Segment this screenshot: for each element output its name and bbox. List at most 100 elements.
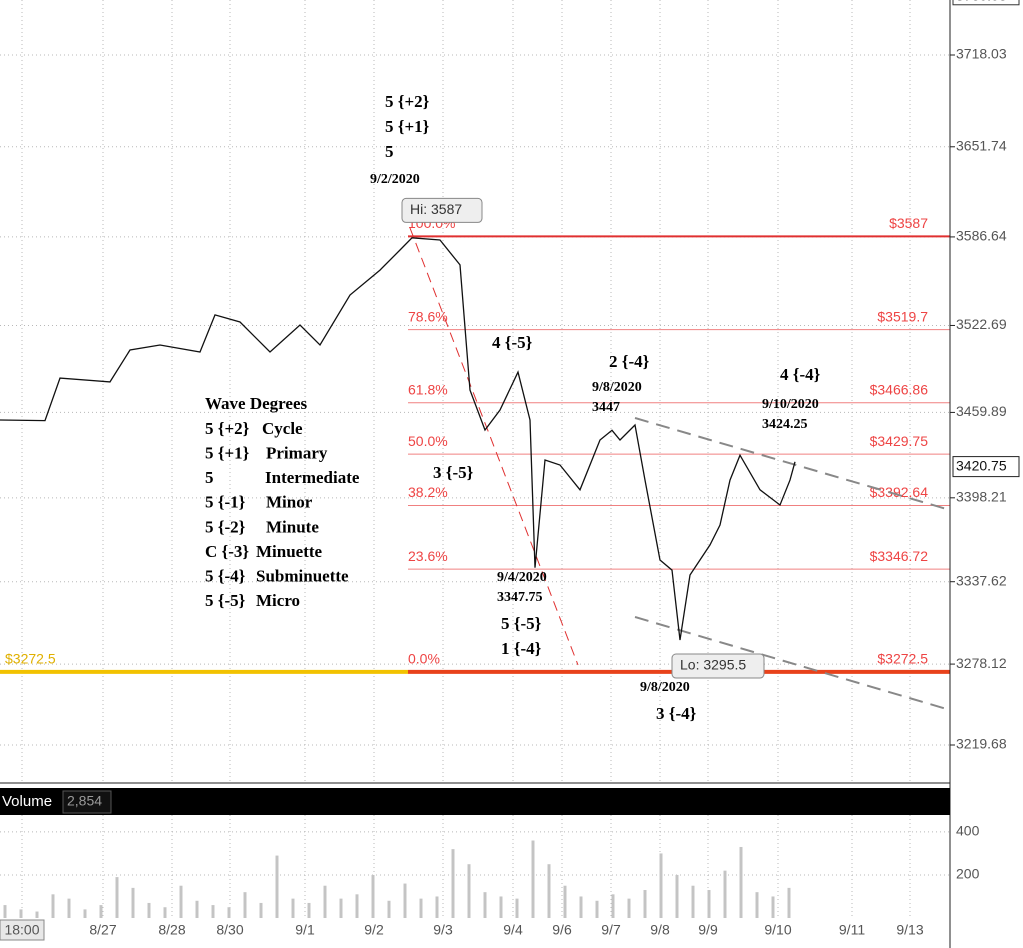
volume-bar: [195, 900, 199, 918]
wave-degrees-title: Wave Degrees: [205, 394, 308, 413]
volume-bar: [243, 892, 247, 918]
volume-bar: [707, 890, 711, 918]
volume-bar: [691, 885, 695, 918]
volume-bar: [355, 894, 359, 918]
x-tick-label: 8/27: [89, 922, 116, 938]
volume-bar: [147, 902, 151, 918]
volume-bar: [771, 896, 775, 918]
volume-bar: [115, 877, 119, 918]
fib-price: $3587: [889, 215, 928, 231]
wave-code: 5 {-4}: [205, 567, 246, 586]
volume-bar: [787, 887, 791, 918]
x-tick-label: 9/11: [839, 922, 865, 938]
volume-bar: [499, 896, 503, 918]
volume-bar: [387, 900, 391, 918]
fib-percent: 23.6%: [408, 548, 448, 564]
wave-name: Minuette: [256, 542, 323, 561]
annotation: 9/8/2020: [592, 380, 642, 395]
annotation: 9/4/2020: [497, 570, 547, 585]
volume-bar: [163, 907, 167, 918]
trend-line: [409, 227, 579, 666]
y-tick-label: 200: [956, 866, 980, 882]
fib-price: $3272.5: [877, 651, 928, 667]
wave-name: Subminuette: [256, 567, 349, 586]
fib-percent: 0.0%: [408, 651, 440, 667]
last-price-label: 3420.75: [956, 457, 1007, 473]
x-tick-label: 18:00: [4, 922, 39, 938]
annotation: 5 {-5}: [501, 614, 542, 633]
low-label: Lo: 3295.5: [680, 657, 746, 673]
volume-title: Volume: [2, 793, 52, 810]
wave-name: Micro: [256, 591, 300, 610]
low-callout: [671, 653, 765, 679]
high-label: Hi: 3587: [410, 201, 462, 217]
volume-bar: [3, 905, 7, 918]
wave-degrees: 5 {+2} Cycle 5 {+1} Primary 5 Intermediate 5 {…: [205, 419, 360, 610]
x-tick-box: [0, 919, 45, 941]
y-tick-label: 3278.12: [956, 655, 1007, 671]
volume-bar: [515, 898, 519, 918]
x-tick-label: 9/1: [295, 922, 315, 938]
wave-code: 5 {-5}: [205, 591, 246, 610]
high-callout: [401, 197, 483, 223]
wave-name: Minor: [266, 493, 313, 512]
volume-value: 2,854: [67, 793, 102, 809]
volume-bar: [483, 892, 487, 918]
wave-name: Intermediate: [265, 468, 360, 487]
volume-bar: [307, 902, 311, 918]
y-tick-label: 3337.62: [956, 572, 1007, 588]
price-line: [0, 237, 796, 641]
volume-bar: [51, 894, 55, 918]
y-tick-label: 3398.21: [956, 489, 1007, 505]
trend-line: [634, 616, 951, 711]
volume-bar: [131, 887, 135, 918]
annotation: 9/2/2020: [370, 172, 420, 187]
volume-bar: [291, 898, 295, 918]
wave-name: Primary: [266, 444, 328, 463]
x-tick-label: 9/2: [364, 922, 384, 938]
annotation: 9/10/2020: [762, 397, 819, 412]
x-tick-label: 8/28: [158, 922, 185, 938]
volume-bar: [451, 849, 455, 918]
volume-bar: [227, 907, 231, 918]
wave-name: Cycle: [262, 419, 303, 438]
volume-bar: [339, 898, 343, 918]
annotation: 5: [385, 142, 394, 161]
x-tick-label: 9/6: [552, 922, 572, 938]
annotation: 5 {+2}: [385, 92, 430, 111]
x-tick-label: 8/30: [216, 922, 243, 938]
volume-bar: [723, 870, 727, 918]
volume-bar: [755, 892, 759, 918]
volume-bar: [627, 898, 631, 918]
wave-name: Minute: [266, 517, 319, 536]
volume-bar: [563, 885, 567, 918]
annotation: 2 {-4}: [609, 352, 650, 371]
volume-bar: [611, 894, 615, 918]
fib-price: $3519.7: [877, 308, 928, 324]
fib-price: $3392.64: [870, 484, 929, 500]
volume-bar: [275, 855, 279, 918]
volume-header: [0, 788, 950, 815]
volume-bar: [643, 890, 647, 918]
volume-bar: [435, 896, 439, 918]
fib-percent: 38.2%: [408, 484, 448, 500]
volume-bar: [19, 909, 23, 918]
top-value-box: [952, 0, 1020, 6]
volume-bar: [371, 874, 375, 918]
fib-price: $3429.75: [870, 433, 929, 449]
annotation: 9/8/2020: [640, 680, 690, 695]
fib-percent: 78.6%: [408, 308, 448, 324]
volume-bar: [67, 898, 71, 918]
volume-bar: [259, 902, 263, 918]
annotation: 1 {-4}: [501, 639, 542, 658]
grid: [0, 0, 950, 918]
volume-bar: [419, 898, 423, 918]
x-tick-label: 9/9: [698, 922, 718, 938]
volume-bar: [467, 864, 471, 918]
annotation: 3447: [592, 400, 620, 415]
volume-value-box: [62, 790, 112, 814]
wave-code: 5 {+1}: [205, 444, 250, 463]
volume-bar: [323, 885, 327, 918]
annotation: 4 {-5}: [492, 333, 533, 352]
